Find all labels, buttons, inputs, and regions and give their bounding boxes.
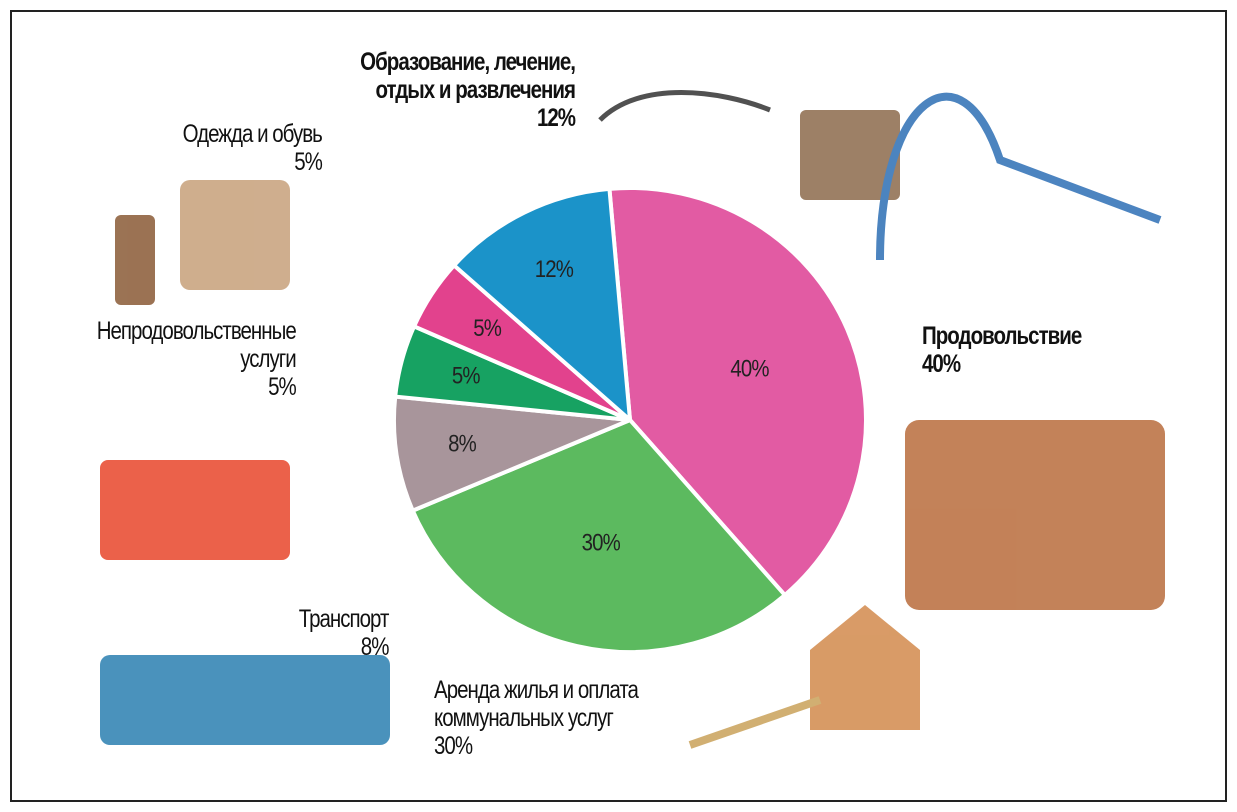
category-name: Аренда жилья и оплата коммунальных услуг: [434, 676, 639, 732]
boots-image: [115, 215, 155, 305]
coaster-image: [876, 92, 1162, 261]
pie-slice: [410, 417, 788, 654]
category-label: Одежда и обувь 5%: [182, 120, 323, 176]
category-name: Продовольствие: [922, 322, 1082, 350]
category-name: Одежда и обувь: [182, 120, 323, 148]
category-name: Образование, лечение, отдых и развлечени…: [360, 48, 576, 104]
category-value: 5%: [294, 148, 323, 176]
illustrations: [100, 90, 1165, 749]
clothes-image: [180, 180, 290, 290]
frame: [10, 10, 1227, 802]
slice-label: 40%: [730, 355, 768, 382]
key-image: [688, 696, 822, 749]
food-image: [905, 420, 1165, 610]
category-label: Образование, лечение, отдых и развлечени…: [360, 48, 576, 132]
slice-label: 5%: [473, 314, 501, 341]
slice-label: 8%: [448, 430, 476, 457]
stethoscope-image: [598, 90, 771, 122]
category-value: 8%: [360, 633, 389, 661]
slice-label: 12%: [535, 255, 573, 282]
category-label: Продовольствие 40%: [922, 322, 1082, 378]
basket-image: [100, 460, 290, 560]
category-name: Транспорт: [298, 605, 389, 633]
category-value: 30%: [434, 732, 473, 760]
category-name: Непродовольственные услуги: [96, 317, 297, 373]
house-image: [810, 605, 920, 730]
pie-slice: [392, 394, 631, 514]
books-image: [800, 110, 900, 200]
category-label: Транспорт 8%: [298, 605, 389, 661]
category-label: Аренда жилья и оплата коммунальных услуг…: [434, 676, 639, 760]
category-value: 5%: [268, 373, 297, 401]
bus-image: [100, 655, 390, 745]
pie-slice: [451, 186, 633, 425]
slice-label: 5%: [452, 362, 480, 389]
pie-slice: [607, 186, 868, 598]
category-value: 12%: [536, 104, 576, 132]
category-label: Непродовольственные услуги 5%: [96, 317, 297, 401]
slice-label: 30%: [582, 529, 620, 556]
category-value: 40%: [922, 350, 961, 378]
